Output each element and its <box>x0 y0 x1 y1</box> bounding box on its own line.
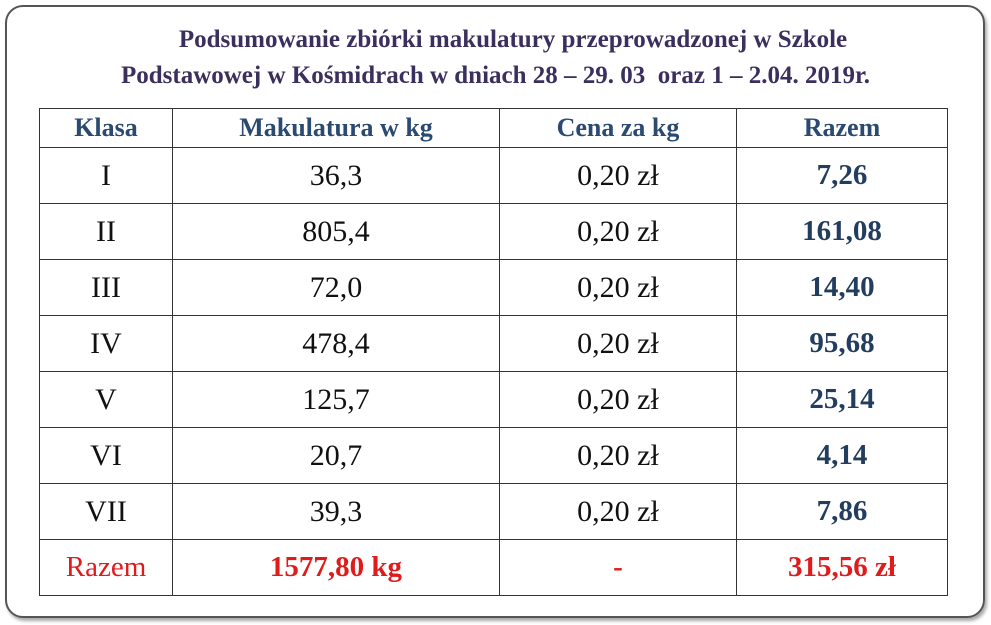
title-line: Podstawowej w Kośmidrach w dniach 28 – 2… <box>120 62 871 89</box>
table-body: I 36,3 0,20 zł 7,26 II 805,4 0,20 zł 161,08 III 7… <box>39 147 948 596</box>
cell: 14,40 <box>736 259 948 316</box>
column-header: Cena za kg <box>499 108 737 148</box>
cell: VI <box>39 427 173 484</box>
cell: IV <box>39 315 173 372</box>
cell: 478,4 <box>172 315 500 372</box>
cell: 125,7 <box>172 371 500 428</box>
header-row: Klasa Makulatura w kg Cena za kg Razem <box>39 108 948 148</box>
cell: I <box>39 147 173 204</box>
cell: 0,20 zł <box>499 203 737 260</box>
total-cell: - <box>499 539 737 596</box>
table: Klasa Makulatura w kg Cena za kg Razem I 36,… <box>39 108 948 596</box>
cell: 4,14 <box>736 427 948 484</box>
cell: 72,0 <box>172 259 500 316</box>
total-cell: Razem <box>39 539 173 596</box>
title-line: Podsumowanie zbiórki makulatury przeprow… <box>178 26 848 53</box>
cell: 0,20 zł <box>499 315 737 372</box>
column-header: Klasa <box>39 108 173 148</box>
row: V 125,7 0,20 zł 25,14 <box>39 371 948 428</box>
cell: 95,68 <box>736 315 948 372</box>
cell: 39,3 <box>172 483 500 540</box>
cell: V <box>39 371 173 428</box>
row: I 36,3 0,20 zł 7,26 <box>39 147 948 204</box>
cell: 20,7 <box>172 427 500 484</box>
cell: 0,20 zł <box>499 259 737 316</box>
cell: VII <box>39 483 173 540</box>
row: II 805,4 0,20 zł 161,08 <box>39 203 948 260</box>
total-cell: 315,56 zł <box>736 539 948 596</box>
row: VI 20,7 0,20 zł 4,14 <box>39 427 948 484</box>
cell: 7,26 <box>736 147 948 204</box>
cell: 36,3 <box>172 147 500 204</box>
cell: 7,86 <box>736 483 948 540</box>
frame <box>5 5 985 618</box>
cell: 805,4 <box>172 203 500 260</box>
column-header: Makulatura w kg <box>172 108 500 148</box>
row: IV 478,4 0,20 zł 95,68 <box>39 315 948 372</box>
cell: 161,08 <box>736 203 948 260</box>
column-header: Razem <box>736 108 948 148</box>
title: Podsumowanie zbiórki makulatury przeprow… <box>0 22 991 94</box>
row: VII 39,3 0,20 zł 7,86 <box>39 483 948 540</box>
cell: 25,14 <box>736 371 948 428</box>
row: III 72,0 0,20 zł 14,40 <box>39 259 948 316</box>
total-cell: 1577,80 kg <box>172 539 500 596</box>
cell: II <box>39 203 173 260</box>
cell: 0,20 zł <box>499 483 737 540</box>
total-row: Razem 1577,80 kg -315,56 zł <box>39 539 948 596</box>
cell: 0,20 zł <box>499 371 737 428</box>
cell: III <box>39 259 173 316</box>
cell: 0,20 zł <box>499 427 737 484</box>
cell: 0,20 zł <box>499 147 737 204</box>
